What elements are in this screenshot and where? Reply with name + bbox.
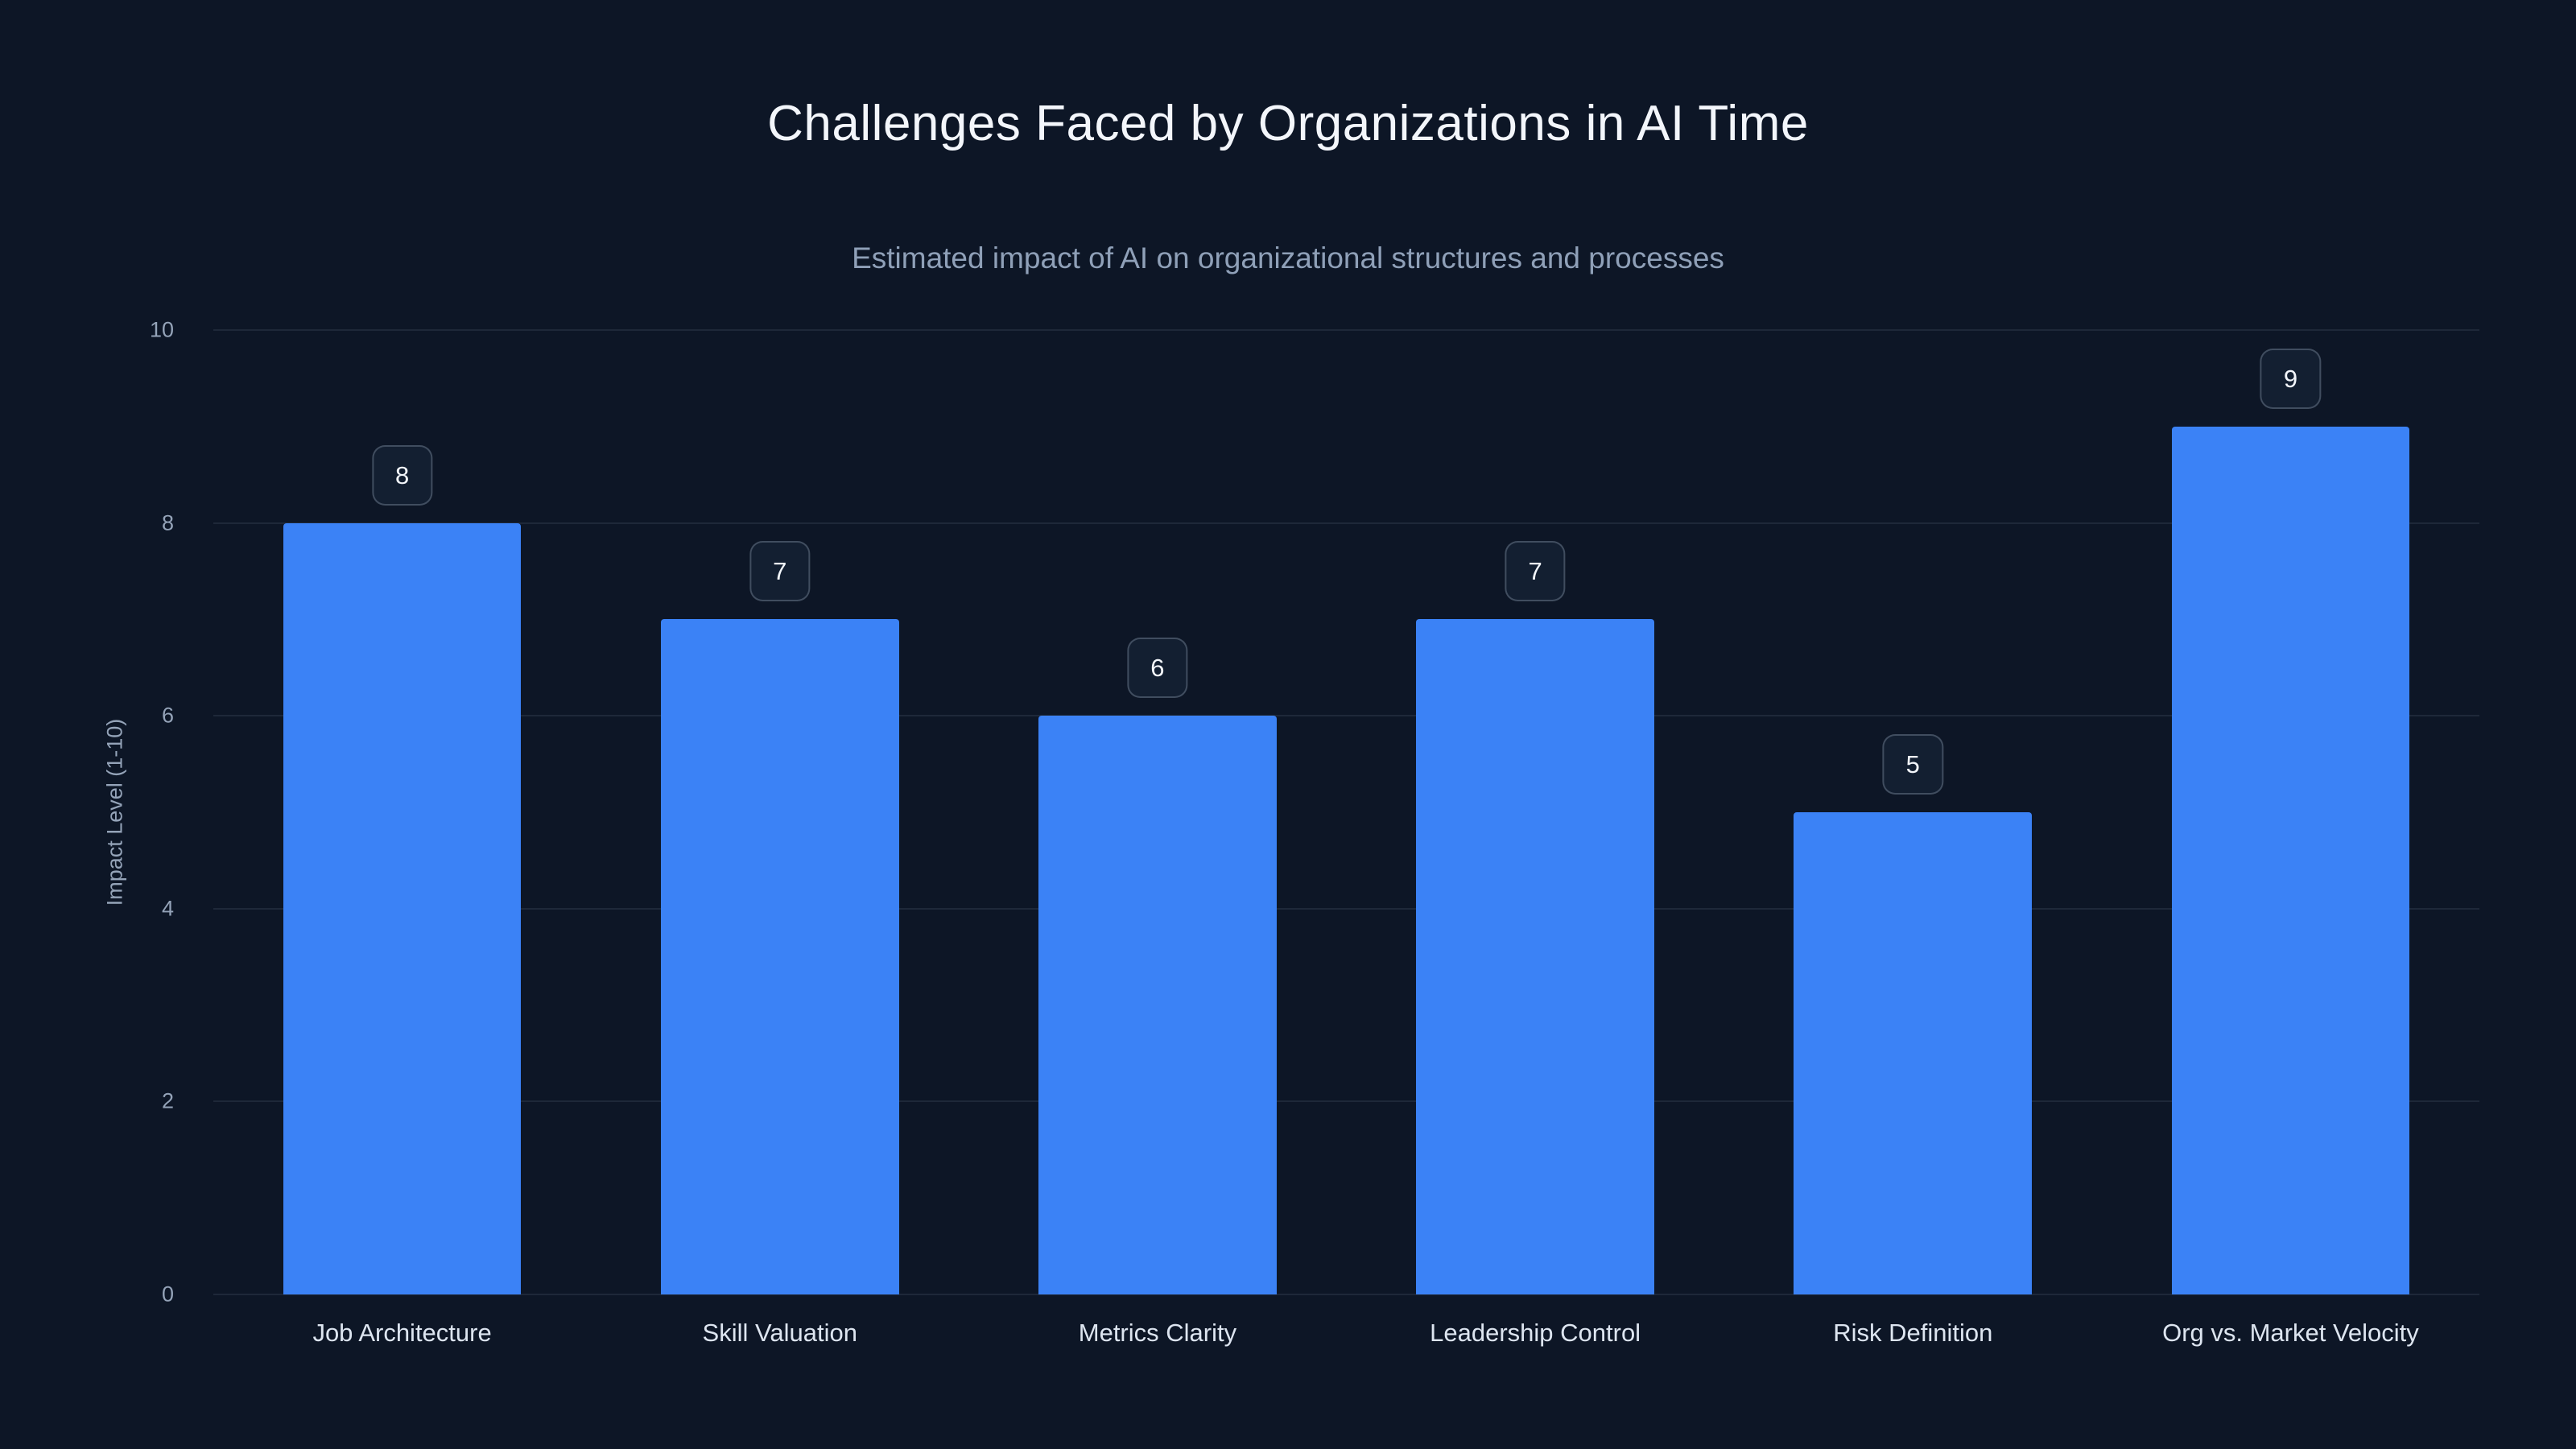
y-tick-label-4: 4 <box>161 896 174 921</box>
x-tick-label-leadership-control: Leadership Control <box>1430 1319 1641 1347</box>
y-tick-label-6: 6 <box>161 703 174 728</box>
value-label-risk-definition: 5 <box>1882 734 1943 795</box>
gridline-10 <box>213 329 2479 331</box>
x-tick-label-job-architecture: Job Architecture <box>312 1319 492 1347</box>
y-tick-label-0: 0 <box>161 1282 174 1307</box>
bar-leadership-control: 7 <box>1416 541 1654 1294</box>
y-tick-label-8: 8 <box>161 510 174 535</box>
bar-series: 8 7 6 7 5 9 <box>213 330 2479 1294</box>
bar-slot-leadership-control: 7 <box>1347 330 1724 1294</box>
y-tick-label-10: 10 <box>149 317 174 342</box>
bar-job-architecture: 8 <box>283 444 522 1294</box>
value-label-job-architecture: 8 <box>371 444 433 506</box>
bar-org-vs-market-velocity: 9 <box>2171 348 2410 1294</box>
value-label-skill-valuation: 7 <box>749 541 811 602</box>
chart-subtitle: Estimated impact of AI on organizational… <box>852 242 1724 275</box>
x-tick-label-org-vs-market-velocity: Org vs. Market Velocity <box>2162 1319 2419 1347</box>
value-label-leadership-control: 7 <box>1505 541 1566 602</box>
gridline-2 <box>213 1100 2479 1103</box>
bar-slot-org-vs-market-velocity: 9 <box>2102 330 2479 1294</box>
gridline-8 <box>213 522 2479 524</box>
x-tick-label-risk-definition: Risk Definition <box>1833 1319 1993 1347</box>
gridline-4 <box>213 907 2479 910</box>
bar-metrics-clarity: 6 <box>1038 638 1277 1294</box>
gridline-0 <box>213 1294 2479 1295</box>
y-axis-ticks: 0 2 4 6 8 10 <box>0 319 192 1305</box>
bar-slot-metrics-clarity: 6 <box>968 330 1346 1294</box>
plot-area: 8 7 6 7 5 9 <box>213 329 2479 1295</box>
chart-title: Challenges Faced by Organizations in AI … <box>767 96 1809 151</box>
bar-slot-risk-definition: 5 <box>1724 330 2102 1294</box>
gridline-6 <box>213 715 2479 717</box>
bar-skill-valuation: 7 <box>660 541 899 1294</box>
x-axis-labels: Job Architecture Skill Valuation Metrics C… <box>213 1319 2479 1348</box>
value-label-metrics-clarity: 6 <box>1127 638 1188 699</box>
x-tick-label-skill-valuation: Skill Valuation <box>702 1319 857 1347</box>
bar-risk-definition: 5 <box>1794 734 2033 1294</box>
y-tick-label-2: 2 <box>161 1088 174 1113</box>
bar-slot-job-architecture: 8 <box>213 330 591 1294</box>
bar-slot-skill-valuation: 7 <box>591 330 968 1294</box>
x-tick-label-metrics-clarity: Metrics Clarity <box>1078 1319 1237 1347</box>
value-label-org-vs-market-velocity: 9 <box>2260 348 2322 409</box>
